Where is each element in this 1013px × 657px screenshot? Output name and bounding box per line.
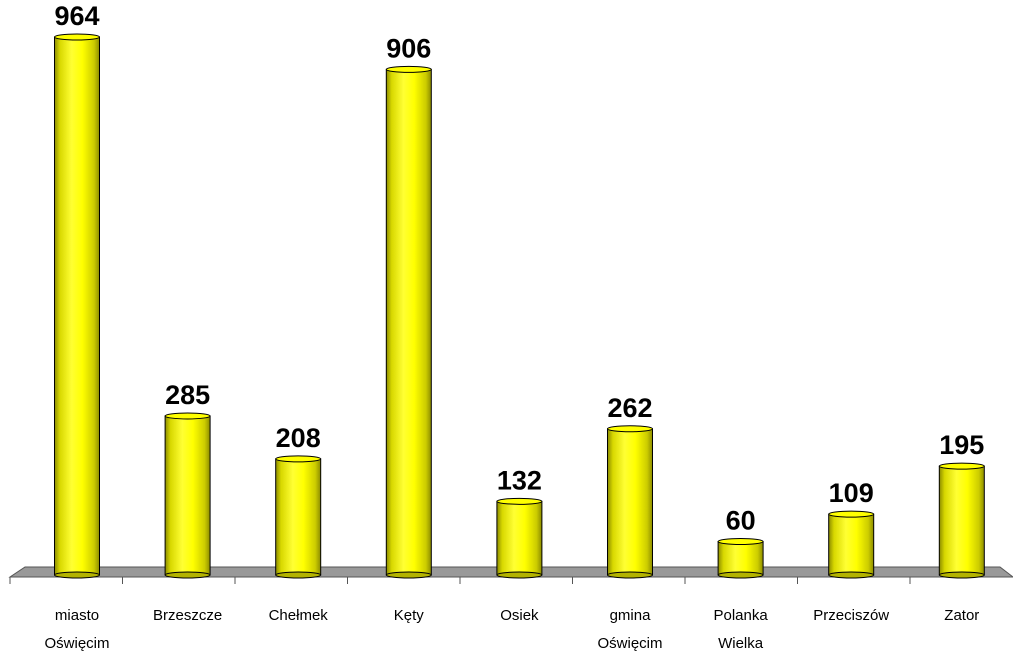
bar (385, 65, 432, 579)
bar-top (275, 455, 322, 463)
x-tick-label: gmina Oświęcim (597, 607, 662, 652)
data-label: 964 (54, 1, 99, 31)
bar-base (164, 571, 211, 579)
bar-base (54, 571, 100, 579)
x-tick-label: Osiek (500, 607, 539, 624)
bar (828, 510, 875, 579)
data-label: 208 (276, 423, 321, 453)
bar-base (717, 571, 764, 579)
bar (938, 462, 985, 579)
bar-body (607, 428, 653, 576)
bar-top (54, 33, 100, 41)
x-tick-label: Brzeszcze (153, 607, 222, 624)
x-tick-label: Chełmek (269, 607, 329, 624)
bar (54, 33, 100, 579)
bar-body (54, 36, 100, 576)
bar-base (828, 571, 875, 579)
bar-top (496, 497, 543, 505)
bar-top (164, 412, 211, 420)
data-label: 109 (829, 478, 874, 508)
bar-body (275, 458, 322, 576)
bar-base (938, 571, 985, 579)
x-tick-label: Polanka Wielka (713, 607, 768, 652)
data-label: 285 (165, 380, 210, 410)
bars (9, 33, 985, 584)
bar-top (938, 462, 985, 470)
value-labels: 964 285 208 906 132 262 60 109 195 (54, 1, 984, 536)
bar-body (164, 415, 211, 576)
bar-base (385, 571, 432, 579)
bar-body (385, 68, 432, 576)
bar-body (828, 513, 875, 576)
category-labels: miasto Oświęcim Brzeszcze Chełmek Kęty Osiek g… (44, 607, 979, 652)
bar-top (717, 538, 764, 546)
x-tick-label: Zator (944, 607, 979, 624)
data-label: 262 (607, 393, 652, 423)
x-tick-label: Przeciszów (813, 607, 889, 624)
bar (607, 425, 653, 579)
x-tick-label: miasto Oświęcim (44, 607, 109, 652)
data-label: 906 (386, 33, 431, 63)
bar-base (607, 571, 653, 579)
bar-body (717, 541, 764, 576)
bar-top (385, 65, 432, 73)
bar (275, 455, 322, 579)
bar-top (828, 510, 875, 518)
bar-base (275, 571, 322, 579)
bar-body (496, 500, 543, 576)
bar-base (496, 571, 543, 579)
data-label: 195 (939, 430, 984, 460)
bar (496, 497, 543, 579)
data-label: 132 (497, 465, 542, 495)
bar (164, 412, 211, 579)
bar (717, 538, 764, 579)
bar-top (607, 425, 653, 433)
bar-body (938, 465, 985, 576)
data-label: 60 (726, 506, 756, 536)
x-tick-label: Kęty (394, 607, 425, 624)
